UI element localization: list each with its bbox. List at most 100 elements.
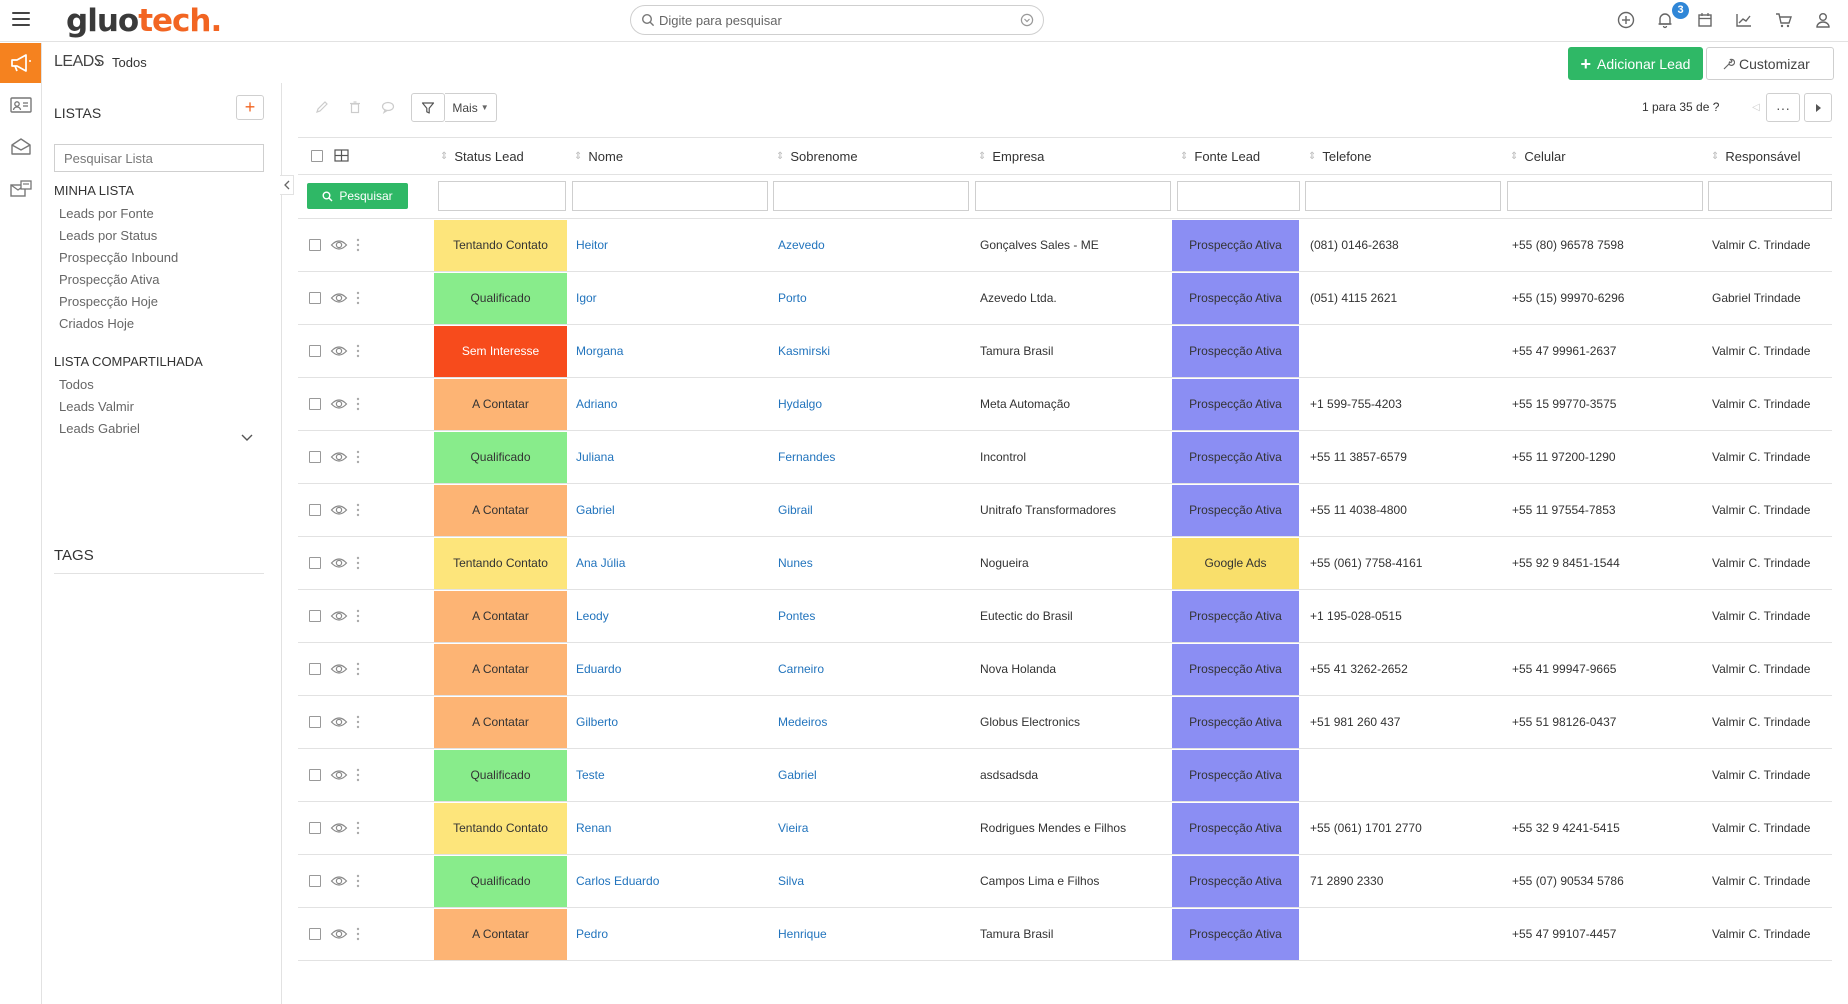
cell-sobrenome[interactable]: Kasmirski xyxy=(778,344,831,358)
next-page-button[interactable] xyxy=(1804,93,1832,122)
cell-sobrenome[interactable]: Medeiros xyxy=(778,715,828,729)
table-row[interactable]: A Contatar Gilberto Medeiros Globus Elec… xyxy=(298,696,1832,749)
status-badge[interactable]: A Contatar xyxy=(434,591,567,642)
status-badge[interactable]: A Contatar xyxy=(434,379,567,430)
eye-icon[interactable] xyxy=(330,290,348,306)
table-row[interactable]: Qualificado Igor Porto Azevedo Ltda. Pro… xyxy=(298,272,1832,325)
cell-nome[interactable]: Carlos Eduardo xyxy=(576,874,660,888)
table-row[interactable]: Sem Interesse Morgana Kasmirski Tamura B… xyxy=(298,325,1832,378)
status-badge[interactable]: A Contatar xyxy=(434,909,567,960)
cell-sobrenome[interactable]: Porto xyxy=(778,291,807,305)
column-header-nome[interactable]: ⇕ Nome xyxy=(574,149,624,164)
customize-button[interactable]: Customizar xyxy=(1706,47,1834,80)
column-header-sobrenome[interactable]: ⇕ Sobrenome xyxy=(776,149,858,164)
logo[interactable]: gluotech. xyxy=(66,3,222,39)
status-badge[interactable]: Tentando Contato xyxy=(434,803,567,854)
cell-sobrenome[interactable]: Gibrail xyxy=(778,503,813,517)
status-badge[interactable]: Qualificado xyxy=(434,856,567,907)
add-circle-icon[interactable] xyxy=(1616,10,1636,30)
select-all-checkbox[interactable] xyxy=(311,150,323,162)
column-header-responsavel[interactable]: ⇕ Responsável xyxy=(1711,149,1801,164)
add-lead-button[interactable]: + Adicionar Lead xyxy=(1568,47,1703,80)
status-badge[interactable]: Sem Interesse xyxy=(434,326,567,377)
chevron-down-icon[interactable] xyxy=(240,431,254,445)
row-checkbox[interactable] xyxy=(309,875,321,887)
add-list-button[interactable]: + xyxy=(236,95,264,120)
clear-search-icon[interactable] xyxy=(1020,13,1034,27)
row-checkbox[interactable] xyxy=(309,292,321,304)
table-row[interactable]: Tentando Contato Heitor Azevedo Gonçalve… xyxy=(298,219,1832,272)
status-badge[interactable]: A Contatar xyxy=(434,485,567,536)
cell-sobrenome[interactable]: Gabriel xyxy=(778,768,817,782)
cell-nome[interactable]: Morgana xyxy=(576,344,624,358)
row-checkbox[interactable] xyxy=(309,610,321,622)
fonte-badge[interactable]: Prospecção Ativa xyxy=(1172,644,1299,695)
eye-icon[interactable] xyxy=(330,396,348,412)
list-item-todos[interactable]: Todos xyxy=(59,377,94,392)
eye-icon[interactable] xyxy=(330,714,348,730)
filter-button[interactable] xyxy=(411,93,445,122)
fonte-badge[interactable]: Prospecção Ativa xyxy=(1172,591,1299,642)
eye-icon[interactable] xyxy=(330,502,348,518)
list-item[interactable]: Criados Hoje xyxy=(59,316,135,331)
edit-icon[interactable] xyxy=(308,93,336,121)
table-row[interactable]: Qualificado Teste Gabriel asdsadsda Pros… xyxy=(298,749,1832,802)
table-row[interactable]: A Contatar Pedro Henrique Tamura Brasil … xyxy=(298,908,1832,961)
status-badge[interactable]: Tentando Contato xyxy=(434,538,567,589)
row-checkbox[interactable] xyxy=(309,239,321,251)
more-vertical-icon[interactable] xyxy=(356,767,360,783)
fonte-badge[interactable]: Prospecção Ativa xyxy=(1172,326,1299,377)
bell-icon[interactable] xyxy=(1655,10,1675,30)
fonte-badge[interactable]: Prospecção Ativa xyxy=(1172,379,1299,430)
cell-sobrenome[interactable]: Carneiro xyxy=(778,662,825,676)
table-row[interactable]: Qualificado Juliana Fernandes Incontrol … xyxy=(298,431,1832,484)
row-checkbox[interactable] xyxy=(309,504,321,516)
cell-nome[interactable]: Gabriel xyxy=(576,503,615,517)
rail-mailbox[interactable] xyxy=(0,169,41,209)
column-header-status[interactable]: ⇕ Status Lead xyxy=(440,149,524,164)
search-button[interactable]: Pesquisar xyxy=(307,183,408,209)
list-item[interactable]: Leads Valmir xyxy=(59,399,134,414)
fonte-badge[interactable]: Prospecção Ativa xyxy=(1172,909,1299,960)
row-checkbox[interactable] xyxy=(309,769,321,781)
cell-nome[interactable]: Gilberto xyxy=(576,715,619,729)
cell-sobrenome[interactable]: Nunes xyxy=(778,556,813,570)
status-badge[interactable]: Tentando Contato xyxy=(434,220,567,271)
more-vertical-icon[interactable] xyxy=(356,661,360,677)
table-row[interactable]: Tentando Contato Renan Vieira Rodrigues … xyxy=(298,802,1832,855)
table-row[interactable]: Tentando Contato Ana Júlia Nunes Nogueir… xyxy=(298,537,1832,590)
cell-nome[interactable]: Teste xyxy=(576,768,605,782)
table-row[interactable]: A Contatar Adriano Hydalgo Meta Automaçã… xyxy=(298,378,1832,431)
filter-sobrenome-input[interactable] xyxy=(773,181,969,211)
list-item[interactable]: Prospecção Inbound xyxy=(59,250,179,265)
trash-icon[interactable] xyxy=(341,93,369,121)
filter-fonte-input[interactable] xyxy=(1177,181,1300,211)
more-vertical-icon[interactable] xyxy=(356,237,360,253)
fonte-badge[interactable]: Prospecção Ativa xyxy=(1172,220,1299,271)
eye-icon[interactable] xyxy=(330,820,348,836)
status-badge[interactable]: A Contatar xyxy=(434,644,567,695)
fonte-badge[interactable]: Prospecção Ativa xyxy=(1172,273,1299,324)
cart-icon[interactable] xyxy=(1774,10,1794,30)
row-checkbox[interactable] xyxy=(309,716,321,728)
more-vertical-icon[interactable] xyxy=(356,502,360,518)
row-checkbox[interactable] xyxy=(309,822,321,834)
fonte-badge[interactable]: Prospecção Ativa xyxy=(1172,856,1299,907)
more-vertical-icon[interactable] xyxy=(356,714,360,730)
fonte-badge[interactable]: Prospecção Ativa xyxy=(1172,697,1299,748)
breadcrumb-module[interactable]: LEADS xyxy=(54,53,104,70)
cell-nome[interactable]: Heitor xyxy=(576,238,609,252)
row-checkbox[interactable] xyxy=(309,345,321,357)
list-item[interactable]: Leads por Fonte xyxy=(59,206,154,221)
more-vertical-icon[interactable] xyxy=(356,820,360,836)
list-item[interactable]: Leads por Status xyxy=(59,228,158,243)
chart-icon[interactable] xyxy=(1734,10,1754,30)
eye-icon[interactable] xyxy=(330,661,348,677)
table-row[interactable]: Qualificado Carlos Eduardo Silva Campos … xyxy=(298,855,1832,908)
row-checkbox[interactable] xyxy=(309,928,321,940)
menu-icon[interactable] xyxy=(12,12,30,26)
more-vertical-icon[interactable] xyxy=(356,290,360,306)
eye-icon[interactable] xyxy=(330,608,348,624)
collapse-sidebar-button[interactable] xyxy=(280,175,294,195)
column-header-fonte[interactable]: ⇕ Fonte Lead xyxy=(1180,149,1261,164)
